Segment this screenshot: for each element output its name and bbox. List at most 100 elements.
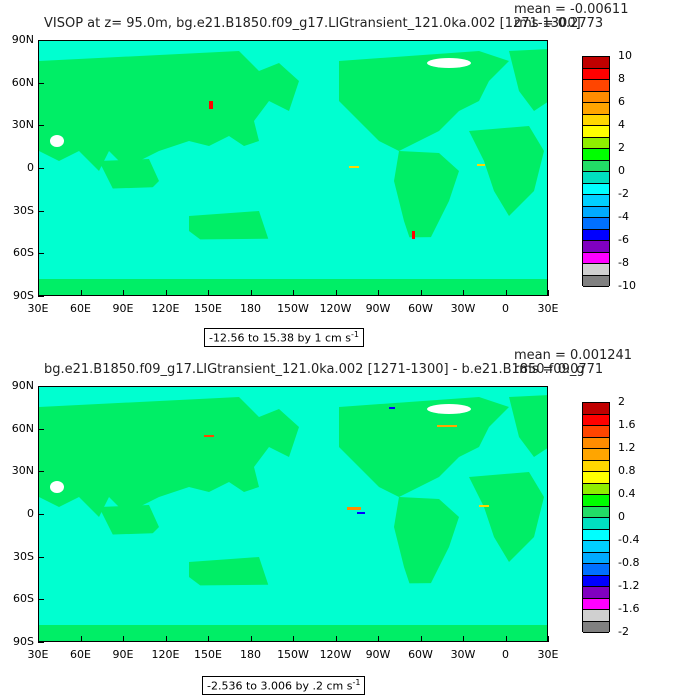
- colorbar-swatch: [583, 218, 609, 230]
- x-tick: [38, 636, 39, 642]
- x-tick-label: 30W: [450, 302, 476, 315]
- map-plot: [38, 386, 548, 642]
- colorbar-swatch: [583, 495, 609, 507]
- ocean-bands: [39, 181, 547, 269]
- x-tick: [208, 636, 209, 642]
- colorbar-label: 10: [618, 49, 632, 62]
- x-tick-label: 60E: [70, 302, 91, 315]
- anomaly-mark: [412, 231, 415, 239]
- x-tick: [38, 290, 39, 296]
- anomaly-mark: [479, 505, 489, 507]
- colorbar-label: -0.4: [618, 533, 640, 546]
- y-tick-label: 90S: [13, 635, 34, 648]
- x-tick-label: 180: [240, 302, 261, 315]
- x-tick-label: 0: [502, 648, 509, 661]
- colorbar-label: -10: [618, 279, 636, 292]
- y-tick: [38, 210, 44, 212]
- x-tick: [420, 636, 422, 642]
- colorbar-swatch: [583, 483, 609, 495]
- mean-stat: mean = -0.00611: [514, 2, 629, 17]
- land-masses: [39, 49, 547, 295]
- colorbar: [582, 402, 610, 633]
- range-text: -12.56 to 15.38 by 1 cm s: [209, 331, 351, 345]
- colorbar-swatch: [583, 529, 609, 541]
- colorbar-swatch: [583, 137, 609, 149]
- range-label: -12.56 to 15.38 by 1 cm s-1: [204, 328, 364, 347]
- x-tick-label: 150W: [277, 648, 309, 661]
- colorbar-swatch: [583, 80, 609, 92]
- colorbar-swatch: [583, 564, 609, 576]
- colorbar-label: 0.4: [618, 487, 636, 500]
- x-tick: [165, 290, 167, 296]
- x-tick-label: 90W: [365, 302, 391, 315]
- colorbar-swatch: [583, 114, 609, 126]
- colorbar-label: 4: [618, 118, 625, 131]
- y-tick-label: 0: [27, 161, 34, 174]
- y-tick: [38, 296, 44, 297]
- x-tick-label: 30E: [27, 648, 49, 661]
- colorbar-label: 2: [618, 141, 625, 154]
- y-tick-label: 30S: [13, 203, 34, 217]
- x-tick: [378, 290, 379, 296]
- x-tick: [548, 636, 549, 642]
- colorbar-swatch: [583, 460, 609, 472]
- x-tick: [378, 636, 379, 642]
- y-tick-label: 30N: [11, 464, 34, 478]
- colorbar-swatch: [583, 91, 609, 103]
- anomaly-mark: [209, 101, 213, 109]
- y-tick: [38, 253, 44, 255]
- colorbar-swatch: [583, 575, 609, 587]
- x-tick: [80, 290, 82, 296]
- colorbar-label: -2: [618, 187, 629, 200]
- y-tick: [38, 40, 44, 41]
- colorbar-swatch: [583, 57, 609, 69]
- x-tick: [208, 290, 209, 296]
- x-tick: [335, 290, 337, 296]
- rms-stat: rms = 0.0771: [514, 362, 604, 377]
- colorbar: [582, 56, 610, 287]
- map-plot: [38, 40, 548, 296]
- mean-stat: mean = 0.001241: [514, 348, 633, 363]
- caspian-patch: [50, 481, 64, 493]
- y-tick: [38, 82, 44, 84]
- panel-title: VISOP at z= 95.0m, bg.e21.B1850.f09_g17.…: [44, 16, 581, 31]
- x-tick-label: 150W: [277, 302, 309, 315]
- y-tick: [38, 386, 44, 387]
- colorbar-swatch: [583, 241, 609, 253]
- range-text: -2.536 to 3.006 by .2 cm s: [207, 679, 353, 693]
- colorbar-swatch: [583, 160, 609, 172]
- rms-stat: rms = 0.2773: [514, 16, 604, 31]
- colorbar-swatch: [583, 68, 609, 80]
- x-tick: [505, 636, 507, 642]
- colorbar-label: 0.8: [618, 464, 636, 477]
- colorbar-label: 2: [618, 395, 625, 408]
- x-tick-label: 120E: [151, 648, 180, 661]
- y-tick-label: 60N: [11, 421, 34, 435]
- y-tick-label: 90N: [11, 379, 34, 392]
- y-tick-label: 90N: [11, 33, 34, 46]
- x-tick-label: 30E: [537, 648, 559, 661]
- x-tick-label: 60E: [70, 648, 91, 661]
- colorbar-swatch: [583, 414, 609, 426]
- panel-bottom: bg.e21.B1850.f09_g17.LIGtransient_121.0k…: [0, 346, 700, 696]
- x-tick: [165, 636, 167, 642]
- panel-top: VISOP at z= 95.0m, bg.e21.B1850.f09_g17.…: [11, 2, 636, 347]
- greenland-cap: [427, 58, 471, 68]
- x-tick: [80, 636, 82, 642]
- y-tick-label: 30N: [11, 118, 34, 132]
- y-tick-label: 30S: [13, 549, 34, 563]
- caspian-patch: [50, 135, 64, 147]
- x-tick: [250, 290, 252, 296]
- colorbar-swatch: [583, 449, 609, 461]
- x-tick-label: 30E: [27, 302, 49, 315]
- x-tick-label: 90E: [112, 302, 134, 315]
- anomaly-mark: [349, 166, 359, 168]
- anomaly-mark: [204, 435, 214, 437]
- y-tick-label: 60N: [11, 75, 34, 89]
- y-tick: [38, 599, 44, 601]
- y-tick-label: 90S: [13, 289, 34, 302]
- x-tick: [548, 290, 549, 296]
- colorbar-swatch: [583, 195, 609, 207]
- colorbar-label: -0.8: [618, 556, 640, 569]
- colorbar-swatch: [583, 206, 609, 218]
